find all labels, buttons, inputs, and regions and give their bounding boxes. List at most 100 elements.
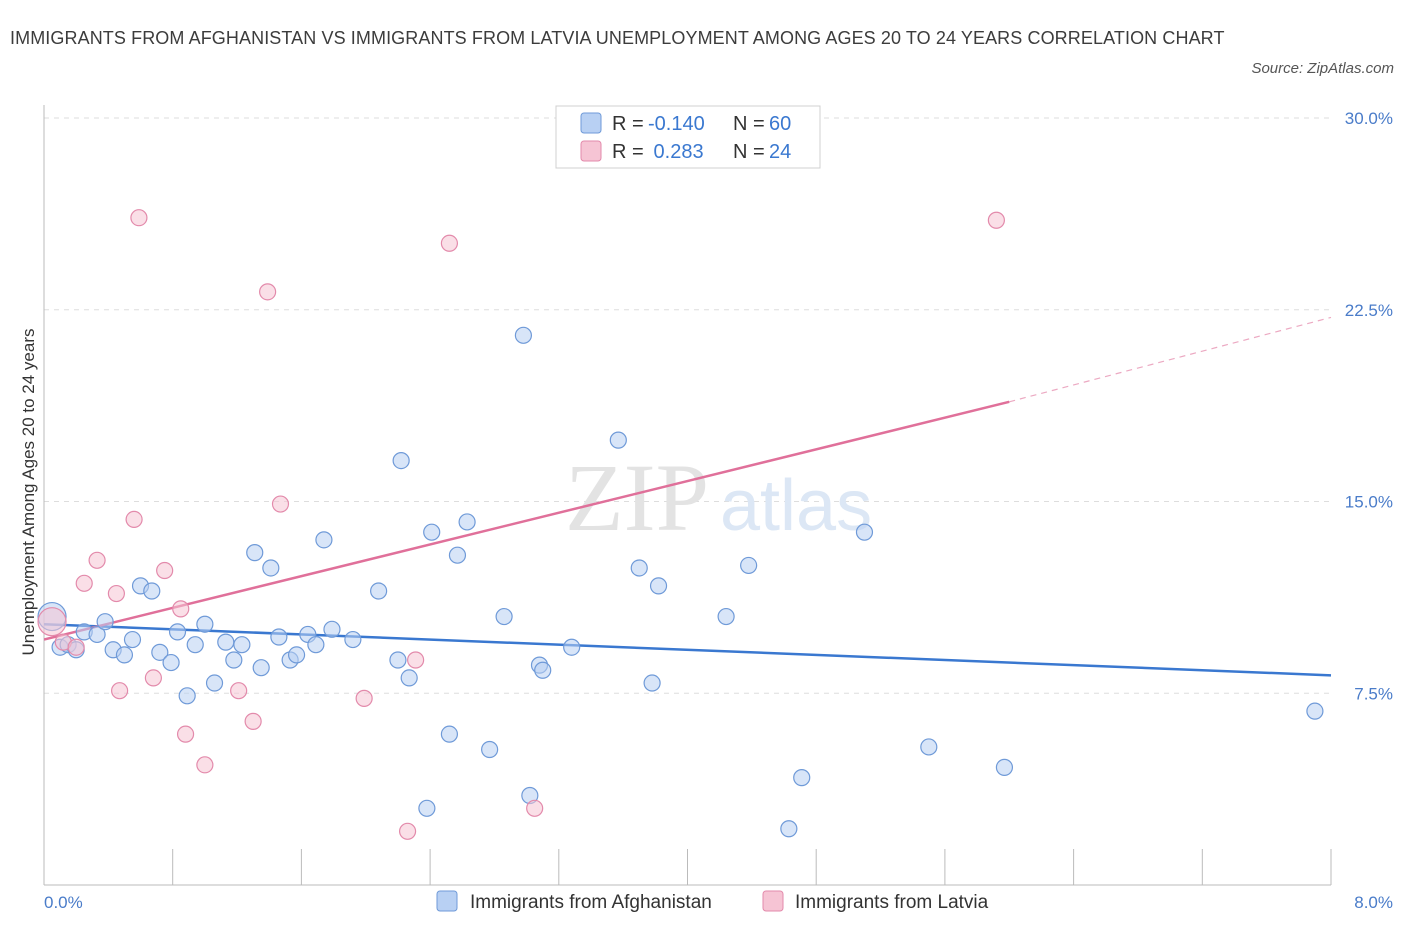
stats-n-value-1: 60: [769, 113, 791, 135]
point-afghanistan-57: [855, 523, 874, 541]
point-afghanistan-29: [307, 636, 325, 654]
stats-r-label-2: R =: [612, 141, 644, 163]
point-latvia-2: [67, 638, 85, 656]
stats-n-label-2: N =: [733, 141, 765, 163]
trend-lines: [44, 316, 1332, 677]
legend-label-afghanistan: Immigrants from Afghanistan: [470, 892, 712, 913]
y-tick-label-0: 7.5%: [1354, 684, 1393, 703]
point-afghanistan-53: [717, 607, 735, 626]
point-afghanistan-12: [151, 643, 169, 661]
point-latvia-20: [407, 651, 425, 669]
point-afghanistan-22: [246, 544, 264, 562]
point-afghanistan-38: [423, 523, 441, 541]
point-afghanistan-44: [514, 326, 533, 344]
point-afghanistan-32: [344, 630, 362, 649]
chart-source: Source: ZipAtlas.com: [1251, 60, 1394, 77]
stats-n-value-2: 24: [769, 141, 791, 163]
data-points: [37, 209, 1324, 840]
point-afghanistan-17: [196, 615, 214, 633]
axes: [43, 105, 1332, 886]
point-afghanistan-55: [780, 820, 798, 838]
point-latvia-3: [75, 574, 93, 592]
y-tick-label-1: 15.0%: [1345, 493, 1393, 512]
point-latvia-14: [230, 682, 248, 700]
point-latvia-15: [244, 712, 262, 730]
point-afghanistan-40: [448, 546, 467, 564]
point-afghanistan-11: [143, 582, 161, 600]
point-latvia-12: [176, 725, 195, 743]
bottom-legend: Immigrants from Afghanistan Immigrants f…: [436, 890, 989, 913]
point-afghanistan-6: [96, 613, 114, 631]
point-latvia-16: [259, 283, 277, 301]
point-afghanistan-52: [649, 577, 668, 595]
point-afghanistan-19: [217, 633, 235, 651]
point-afghanistan-20: [225, 651, 243, 669]
point-latvia-5: [107, 584, 125, 603]
point-afghanistan-59: [995, 758, 1014, 776]
point-afghanistan-27: [287, 646, 306, 664]
point-latvia-0: [37, 607, 67, 637]
point-afghanistan-18: [205, 674, 224, 692]
point-afghanistan-50: [630, 559, 648, 577]
point-latvia-9: [144, 669, 162, 687]
trend-line-0: [44, 622, 1332, 677]
legend-swatch-afghanistan: [436, 890, 458, 912]
point-afghanistan-47: [534, 661, 552, 679]
point-afghanistan-8: [115, 646, 134, 664]
point-afghanistan-21: [233, 636, 251, 654]
stats-legend-swatch-pink: [580, 140, 602, 162]
y-tick-label-3: 30.0%: [1345, 109, 1393, 128]
stats-legend-swatch-blue: [580, 112, 602, 134]
point-afghanistan-43: [495, 607, 513, 626]
x-tick-label-max: 8.0%: [1354, 893, 1393, 912]
y-axis-label: Unemployment Among Ages 20 to 24 years: [19, 329, 38, 656]
point-latvia-22: [526, 799, 544, 817]
stats-legend: R = -0.140 N = 60 R = 0.283 N = 24: [555, 105, 821, 169]
point-afghanistan-39: [440, 725, 459, 743]
x-tick-label-min: 0.0%: [44, 893, 83, 912]
point-afghanistan-58: [920, 738, 938, 756]
y-tick-label-2: 22.5%: [1345, 301, 1393, 320]
point-afghanistan-37: [418, 799, 436, 817]
point-afghanistan-51: [643, 674, 661, 692]
point-latvia-7: [125, 510, 143, 528]
point-afghanistan-56: [793, 769, 811, 787]
point-afghanistan-14: [168, 623, 187, 641]
point-afghanistan-31: [323, 620, 341, 638]
point-afghanistan-16: [186, 636, 204, 654]
point-afghanistan-34: [389, 651, 407, 669]
point-afghanistan-54: [740, 556, 758, 575]
watermark-atlas: atlas: [720, 466, 872, 546]
point-latvia-23: [987, 211, 1005, 229]
legend-swatch-latvia: [762, 890, 784, 912]
point-latvia-13: [196, 756, 214, 774]
point-afghanistan-41: [458, 513, 476, 531]
legend-label-latvia: Immigrants from Latvia: [795, 892, 989, 913]
point-afghanistan-48: [563, 638, 581, 656]
point-afghanistan-42: [481, 740, 499, 759]
point-latvia-11: [172, 600, 190, 618]
point-afghanistan-9: [123, 630, 142, 649]
tick-labels: 7.5% 15.0% 22.5% 30.0% 0.0% 8.0%: [44, 109, 1393, 912]
point-afghanistan-25: [270, 628, 288, 646]
stats-r-value-2: 0.283: [648, 141, 704, 163]
stats-r-value-1: -0.140: [648, 113, 705, 135]
point-afghanistan-15: [178, 687, 196, 705]
point-afghanistan-5: [88, 625, 106, 644]
point-afghanistan-24: [262, 559, 280, 577]
gridlines: [44, 117, 1331, 694]
point-latvia-17: [271, 495, 290, 513]
chart-title: IMMIGRANTS FROM AFGHANISTAN VS IMMIGRANT…: [10, 28, 1225, 48]
point-afghanistan-23: [252, 659, 270, 677]
point-afghanistan-30: [315, 531, 333, 549]
stats-r-label-1: R =: [612, 113, 644, 135]
point-latvia-6: [111, 682, 129, 700]
point-afghanistan-36: [400, 669, 418, 687]
point-afghanistan-13: [162, 653, 180, 672]
point-latvia-18: [355, 689, 373, 707]
point-afghanistan-49: [609, 431, 627, 449]
point-latvia-19: [398, 822, 417, 840]
point-latvia-21: [440, 234, 459, 252]
watermark: ZIP atlas: [565, 444, 872, 551]
